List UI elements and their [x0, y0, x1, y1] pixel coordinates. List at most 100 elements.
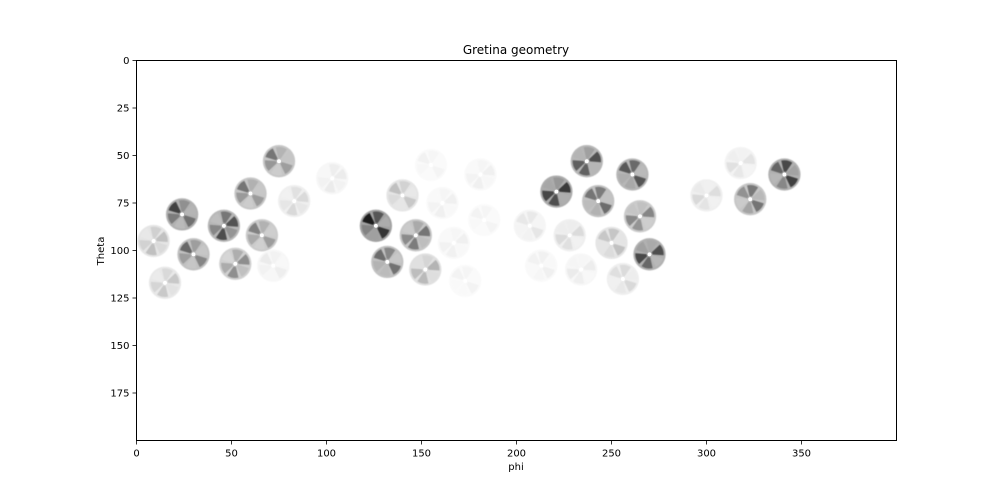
crystal-segment [384, 247, 396, 260]
crystal-blob [633, 238, 666, 271]
crystal-segment [407, 237, 419, 250]
crystal-segment [145, 243, 157, 256]
crystal-segment [378, 216, 391, 227]
crystal-segment [318, 165, 331, 178]
crystal-segment [450, 279, 464, 291]
crystal-segment [440, 230, 453, 243]
crystal-segment [785, 175, 798, 188]
crystal-segment [265, 148, 278, 161]
crystal-segment [402, 222, 415, 235]
crystal-segment [543, 256, 556, 267]
crystal-segment [367, 228, 380, 241]
crystal-segment [531, 226, 544, 239]
crystal-segment [732, 165, 744, 178]
crystal-core [373, 223, 378, 228]
crystal-segment [379, 264, 391, 277]
crystal-segment [727, 150, 740, 163]
crystal-segment [566, 221, 578, 233]
crystal-segment [195, 244, 208, 256]
crystal-segment [411, 256, 425, 269]
crystal-core [463, 278, 468, 283]
crystal-segment [736, 186, 749, 199]
crystal-core [609, 240, 614, 245]
crystal-segment [432, 165, 445, 178]
crystal-blob [137, 224, 170, 258]
crystal-segment [444, 193, 457, 204]
crystal-segment [329, 164, 341, 176]
crystal-blob [409, 253, 442, 286]
crystal-segment [626, 203, 639, 216]
crystal-segment [641, 217, 654, 230]
crystal-segment [542, 178, 556, 191]
crystal-segment [726, 162, 739, 173]
crystal-segment [166, 283, 179, 296]
crystal-segment [482, 164, 495, 176]
crystal-segment [433, 155, 446, 166]
crystal-blob [525, 249, 558, 282]
crystal-segment [389, 252, 402, 263]
crystal-core [748, 197, 753, 202]
plot-background [136, 60, 897, 441]
crystal-segment [394, 197, 406, 210]
crystal-blob [623, 200, 657, 233]
crystal-segment [538, 251, 550, 264]
crystal-segment [707, 196, 721, 209]
y-axis-label: Theta [96, 237, 107, 267]
crystal-segment [481, 175, 494, 188]
crystal-segment [635, 253, 648, 264]
crystal-core [451, 240, 456, 245]
crystal-segment [194, 255, 208, 268]
crystal-segment [624, 176, 636, 189]
crystal-segment [633, 175, 646, 188]
y-axis: 0 25 50 75 100 125 150 175 [110, 56, 137, 400]
crystal-segment [485, 220, 498, 233]
crystal-segment [388, 194, 401, 206]
crystal-core [638, 214, 642, 219]
crystal-segment [597, 241, 610, 253]
crystal-blob [278, 184, 311, 218]
y-tick-label: 25 [117, 104, 130, 115]
crystal-segment [583, 259, 596, 271]
crystal-core [620, 277, 625, 281]
crystal-segment [251, 194, 265, 207]
crystal-segment [573, 271, 585, 284]
crystal-core [151, 239, 156, 243]
crystal-core [567, 233, 572, 238]
crystal-segment [417, 152, 430, 165]
crystal-segment [625, 269, 638, 280]
crystal-segment [588, 151, 602, 163]
y-tick-label: 175 [110, 389, 129, 400]
crystal-core [704, 193, 709, 198]
crystal-segment [590, 203, 602, 216]
crystal-segment [578, 163, 590, 176]
crystal-segment [467, 271, 480, 282]
crystal-segment [167, 213, 180, 225]
x-tick-label: 0 [133, 449, 139, 460]
crystal-segment [361, 224, 374, 236]
crystal-blob [245, 219, 279, 252]
crystal-segment [692, 194, 705, 206]
crystal-segment [477, 160, 489, 173]
crystal-segment [457, 283, 469, 296]
crystal-segment [174, 216, 186, 229]
crystal-segment [274, 266, 287, 279]
crystal-segment [227, 266, 239, 279]
crystal-segment [264, 225, 277, 237]
crystal-segment [139, 240, 152, 251]
crystal-core [782, 172, 787, 177]
crystal-blob [553, 219, 586, 252]
crystal-segment [179, 241, 193, 254]
crystal-segment [737, 148, 749, 161]
crystal-blob [234, 177, 267, 210]
crystal-segment [317, 177, 331, 188]
crystal-core [440, 201, 445, 205]
crystal-segment [377, 226, 390, 239]
crystal-blob [768, 158, 801, 191]
crystal-core [478, 172, 483, 177]
crystal-core [277, 159, 281, 164]
crystal-segment [624, 279, 637, 292]
crystal-segment [472, 176, 484, 189]
crystal-segment [561, 237, 573, 250]
crystal-segment [542, 266, 555, 279]
crystal-blob [207, 209, 241, 242]
